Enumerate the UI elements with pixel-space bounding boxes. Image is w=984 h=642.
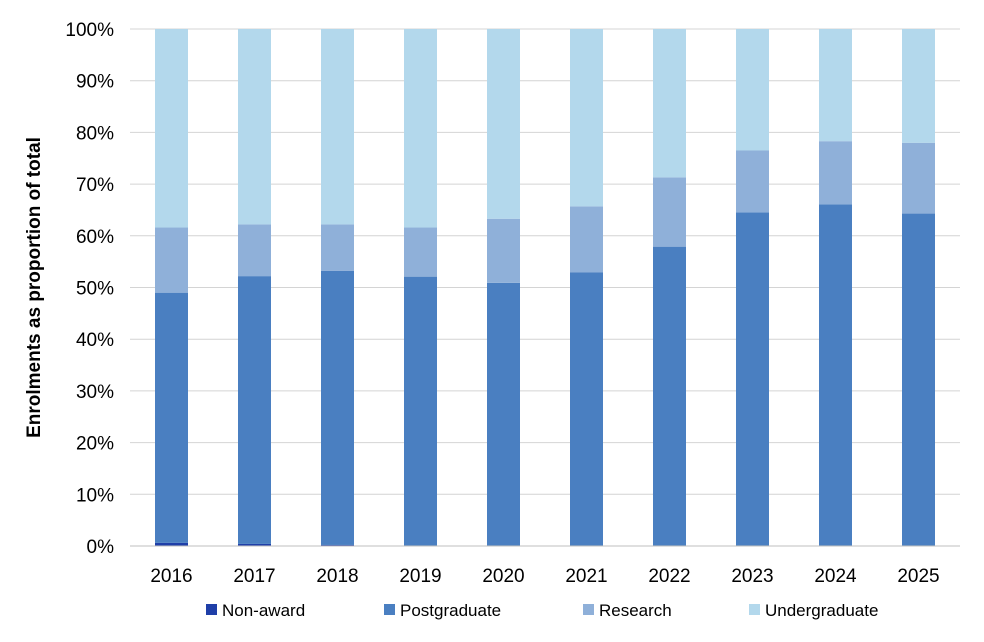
bar-postgraduate-2016 [155,292,188,543]
y-tick-label: 60% [76,227,114,248]
bar-undergraduate-2023 [736,29,769,151]
legend-item-research: Research [583,601,672,620]
legend-swatch [583,604,594,615]
x-tick-label: 2021 [565,566,607,587]
bar-research-2019 [404,227,437,277]
x-tick-label: 2018 [316,566,358,587]
bar-non-award-2016 [155,542,188,546]
legend-label: Non-award [222,601,305,620]
legend-swatch [206,604,217,615]
x-tick-label: 2022 [648,566,690,587]
y-tick-label: 0% [87,537,115,558]
bar-research-2017 [238,224,271,277]
bar-undergraduate-2020 [487,29,520,219]
bar-non-award-2017 [238,543,271,546]
legend: Non-award Postgraduate Research Undergradua… [206,601,878,620]
x-tick-label: 2019 [399,566,441,587]
bar-undergraduate-2024 [819,29,852,142]
legend-label: Research [599,601,672,620]
bar-postgraduate-2022 [653,246,686,546]
y-tick-label: 40% [76,330,114,351]
x-axis-tick-labels: 2016 2017 2018 2019 2020 2021 2022 2023 2024 2025 [150,566,939,587]
y-tick-label: 30% [76,382,114,403]
x-tick-label: 2024 [814,566,857,587]
bar-undergraduate-2025 [902,29,935,143]
x-tick-label: 2025 [897,566,939,587]
bar-research-2025 [902,142,935,214]
x-tick-label: 2017 [233,566,275,587]
bar-undergraduate-2021 [570,29,603,207]
bar-undergraduate-2018 [321,29,354,225]
bar-postgraduate-2023 [736,212,769,546]
legend-item-non-award: Non-award [206,601,305,620]
bar-postgraduate-2019 [404,276,437,546]
y-tick-label: 10% [76,485,114,506]
legend-item-postgraduate: Postgraduate [384,601,501,620]
legend-swatch [749,604,760,615]
legend-swatch [384,604,395,615]
y-tick-label: 90% [76,72,114,93]
bar-undergraduate-2016 [155,29,188,228]
bar-non-award-2018 [321,544,354,546]
legend-label: Postgraduate [400,601,501,620]
x-tick-label: 2020 [482,566,524,587]
bar-research-2018 [321,224,354,271]
y-tick-label: 70% [76,175,114,196]
legend-label: Undergraduate [765,601,878,620]
bar-research-2020 [487,218,520,283]
bar-postgraduate-2025 [902,213,935,546]
y-tick-label: 50% [76,279,114,300]
y-axis-tick-labels: 0% 10% 20% 30% 40% 50% 60% 70% 80% 90% 100% [65,20,114,558]
bar-postgraduate-2017 [238,276,271,544]
bar-research-2022 [653,177,686,247]
bar-postgraduate-2020 [487,282,520,546]
x-tick-label: 2023 [731,566,773,587]
y-axis-title: Enrolments as proportion of total [24,137,45,438]
bar-undergraduate-2022 [653,29,686,178]
bar-research-2021 [570,206,603,273]
bars [155,29,935,546]
bar-undergraduate-2017 [238,29,271,225]
bar-postgraduate-2024 [819,204,852,546]
y-tick-label: 100% [65,20,114,41]
bar-postgraduate-2021 [570,272,603,546]
bar-research-2023 [736,150,769,213]
legend-item-undergraduate: Undergraduate [749,601,878,620]
bar-research-2024 [819,141,852,205]
y-tick-label: 80% [76,123,114,144]
bar-research-2016 [155,227,188,293]
bar-postgraduate-2018 [321,270,354,545]
bar-undergraduate-2019 [404,29,437,228]
y-tick-label: 20% [76,434,114,455]
x-tick-label: 2016 [150,566,192,587]
